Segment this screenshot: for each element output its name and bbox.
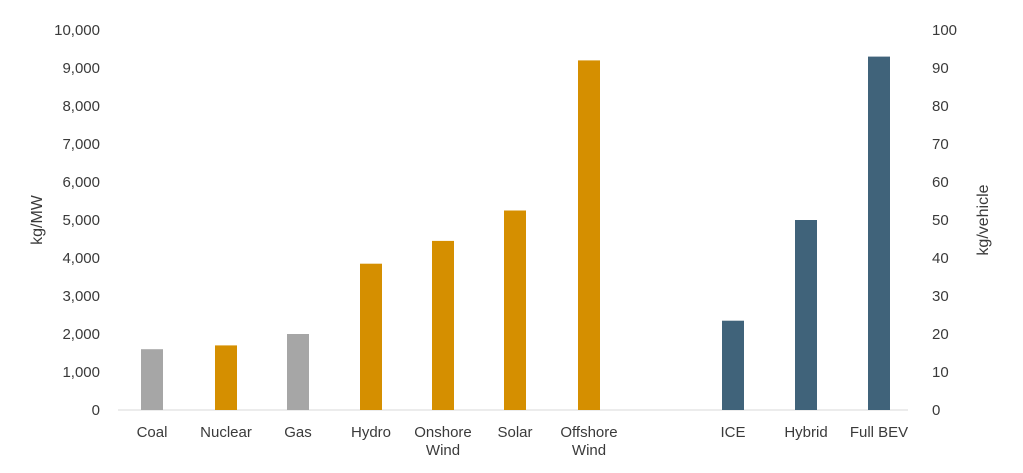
category-label-line: Coal [137, 424, 168, 441]
category-label: Hydro [351, 424, 391, 441]
category-label-line: Nuclear [200, 424, 252, 441]
bar-solar [504, 210, 526, 410]
bar-full-bev [868, 56, 890, 410]
left-tick-label: 9,000 [62, 60, 100, 77]
left-tick-label: 5,000 [62, 212, 100, 229]
bars-group [141, 56, 890, 411]
category-label: Solar [497, 424, 532, 441]
category-label-line: Gas [284, 424, 312, 441]
category-label: ICE [720, 424, 745, 441]
right-axis-title: kg/vehicle [975, 184, 992, 255]
category-label-line: Wind [572, 442, 606, 459]
bar-offshore-wind [578, 60, 600, 411]
category-label-line: ICE [720, 424, 745, 441]
bar-gas [287, 334, 309, 410]
category-label-line: Hybrid [784, 424, 827, 441]
category-label-line: Wind [426, 442, 460, 459]
bar-hydro [360, 263, 382, 410]
category-label-line: Offshore [560, 424, 617, 441]
bar-nuclear [215, 345, 237, 410]
right-tick-label: 100 [932, 22, 957, 39]
right-tick-label: 90 [932, 60, 949, 77]
left-axis-title: kg/MW [29, 194, 46, 245]
right-tick-label: 30 [932, 288, 949, 305]
bar-coal [141, 349, 163, 410]
right-tick-label: 20 [932, 326, 949, 343]
category-label: Hybrid [784, 424, 827, 441]
left-axis-ticks: 0 1,000 2,000 3,000 4,000 5,000 6,000 7,000 8,00… [54, 22, 100, 419]
category-label: Onshore Wind [414, 424, 472, 459]
left-tick-label: 10,000 [54, 22, 100, 39]
right-tick-label: 50 [932, 212, 949, 229]
left-tick-label: 6,000 [62, 174, 100, 191]
left-tick-label: 1,000 [62, 364, 100, 381]
category-label-line: Full BEV [850, 424, 908, 441]
right-axis-ticks: 0 10 20 30 40 50 60 70 80 90 100 [932, 22, 957, 419]
category-label: Nuclear [200, 424, 252, 441]
category-label: Full BEV [850, 424, 908, 441]
bar-onshore-wind [432, 240, 454, 410]
left-tick-label: 2,000 [62, 326, 100, 343]
category-label: Coal [137, 424, 168, 441]
right-tick-label: 80 [932, 98, 949, 115]
left-tick-label: 8,000 [62, 98, 100, 115]
bar-ice [722, 320, 744, 410]
right-tick-label: 40 [932, 250, 949, 267]
right-tick-label: 0 [932, 402, 940, 419]
right-tick-label: 60 [932, 174, 949, 191]
right-tick-label: 10 [932, 364, 949, 381]
left-tick-label: 7,000 [62, 136, 100, 153]
category-label: Offshore Wind [560, 424, 617, 459]
left-tick-label: 4,000 [62, 250, 100, 267]
left-tick-label: 0 [92, 402, 100, 419]
category-label-line: Hydro [351, 424, 391, 441]
right-tick-label: 70 [932, 136, 949, 153]
left-tick-label: 3,000 [62, 288, 100, 305]
category-label: Gas [284, 424, 312, 441]
category-label-line: Solar [497, 424, 532, 441]
category-label-line: Onshore [414, 424, 472, 441]
bar-hybrid [795, 220, 817, 410]
